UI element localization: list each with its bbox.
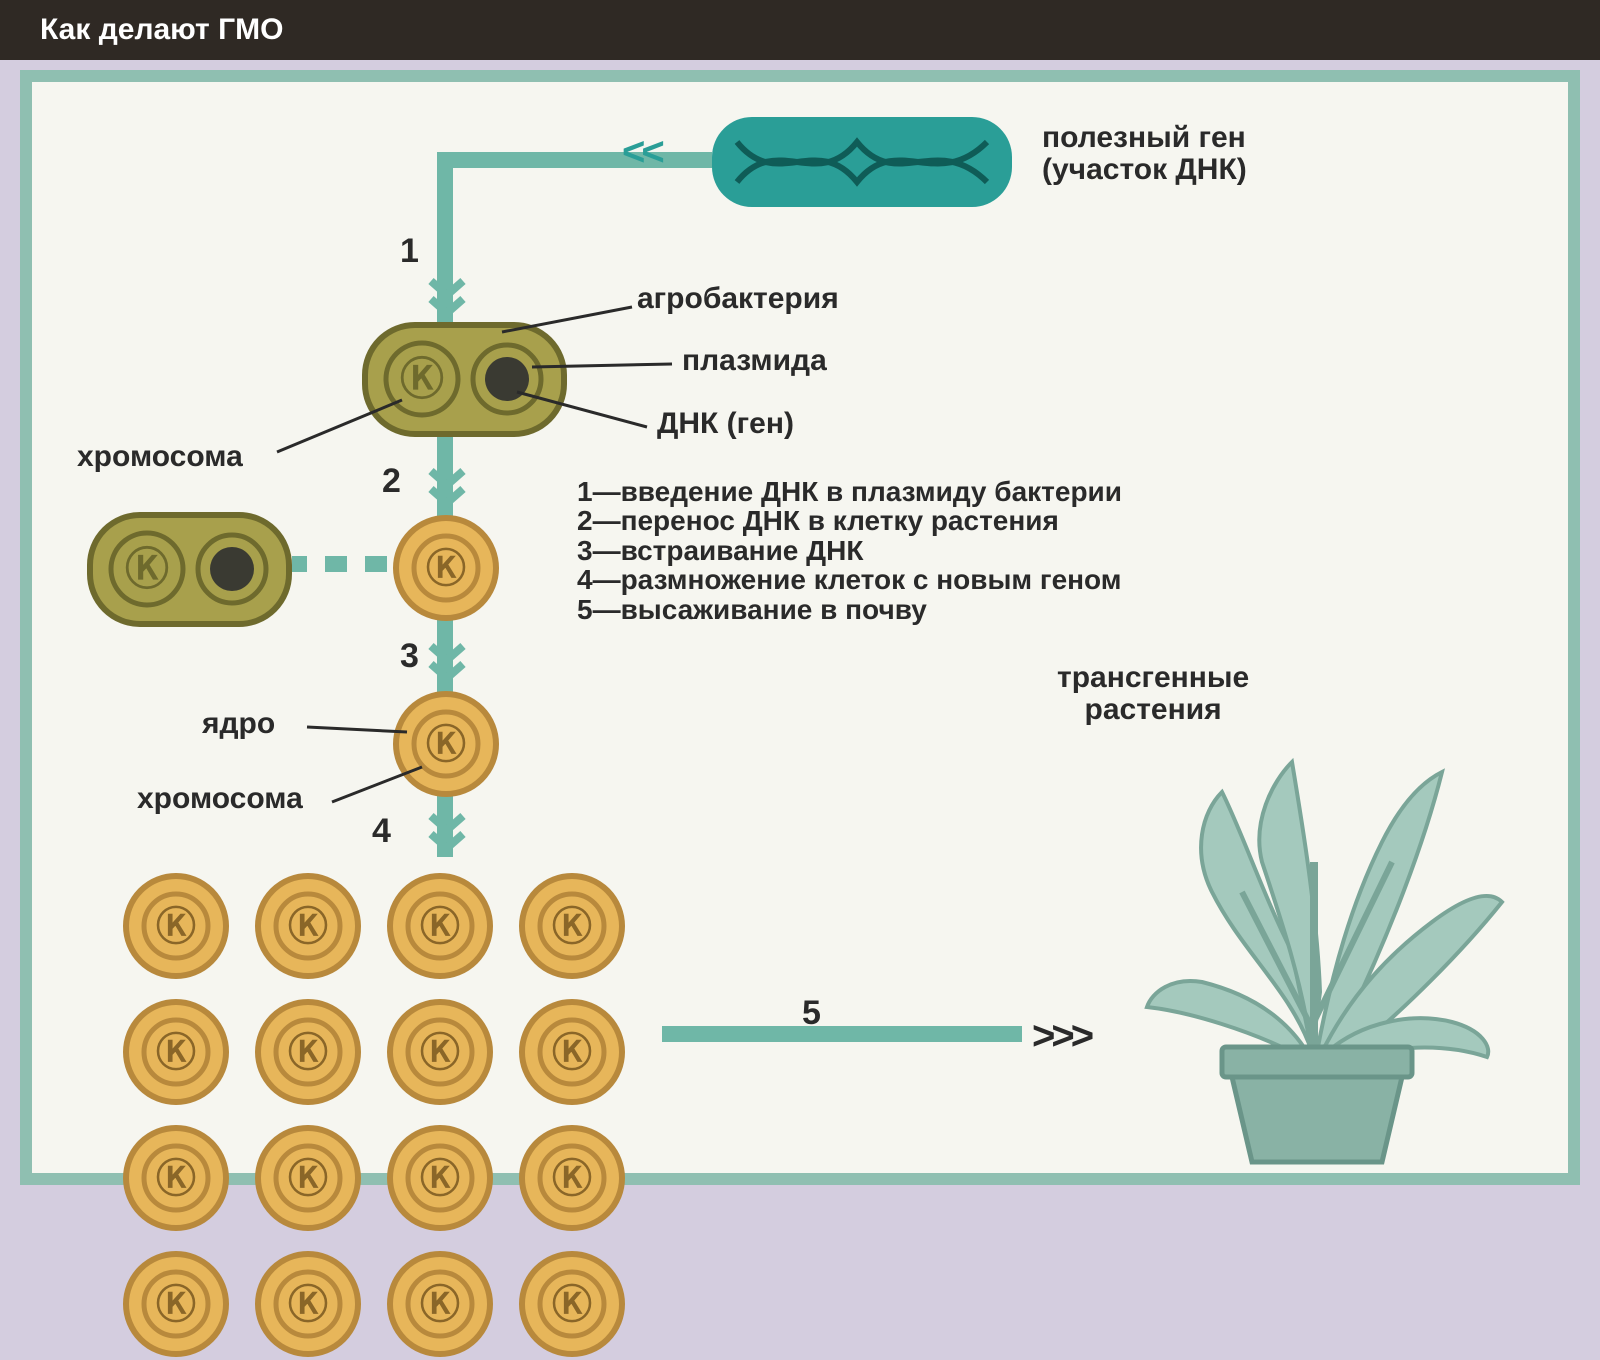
header-title: Как делают ГМО <box>40 13 283 47</box>
svg-text:Ⓚ: Ⓚ <box>552 1282 592 1327</box>
cell-icon: Ⓚ <box>254 1250 362 1358</box>
legend-line-4: 4—размножение клеток с новым геном <box>577 565 1122 594</box>
svg-text:Ⓚ: Ⓚ <box>288 1282 328 1327</box>
cell-icon: Ⓚ <box>386 872 494 980</box>
cell-icon: Ⓚ <box>518 1250 626 1358</box>
cell-icon: Ⓚ <box>518 1124 626 1232</box>
chromosome2-label: хромосома <box>137 782 303 816</box>
cell-icon: Ⓚ <box>122 998 230 1106</box>
svg-text:Ⓚ: Ⓚ <box>420 1282 460 1327</box>
svg-text:Ⓚ: Ⓚ <box>288 1156 328 1201</box>
cell-icon: Ⓚ <box>518 872 626 980</box>
svg-text:Ⓚ: Ⓚ <box>156 904 196 949</box>
diagram-panel: полезный ген (участок ДНК) << 1 2 3 4 5 <box>20 70 1580 1185</box>
cell-icon: Ⓚ <box>122 872 230 980</box>
agrobacterium-label: агробактерия <box>637 282 839 316</box>
plant-icon <box>1092 692 1532 1172</box>
cell-icon: Ⓚ <box>254 872 362 980</box>
svg-text:Ⓚ: Ⓚ <box>156 1156 196 1201</box>
cell-icon: Ⓚ <box>122 1124 230 1232</box>
legend-line-2: 2—перенос ДНК в клетку растения <box>577 506 1122 535</box>
svg-text:Ⓚ: Ⓚ <box>552 1156 592 1201</box>
svg-text:Ⓚ: Ⓚ <box>552 904 592 949</box>
nucleus-label: ядро <box>202 707 275 741</box>
legend-line-5: 5—высаживание в почву <box>577 595 1122 624</box>
cell-grid: Ⓚ Ⓚ Ⓚ Ⓚ Ⓚ Ⓚ Ⓚ Ⓚ Ⓚ Ⓚ Ⓚ Ⓚ Ⓚ Ⓚ Ⓚ Ⓚ <box>122 872 628 1360</box>
transgenic-line1: трансгенные <box>1057 661 1249 694</box>
cell-icon: Ⓚ <box>254 1124 362 1232</box>
svg-text:Ⓚ: Ⓚ <box>156 1282 196 1327</box>
plasmid-label: плазмида <box>682 344 827 378</box>
cell-icon: Ⓚ <box>386 1124 494 1232</box>
legend-line-1: 1—введение ДНК в плазмиду бактерии <box>577 477 1122 506</box>
chromosome-label: хромосома <box>77 440 243 474</box>
svg-text:Ⓚ: Ⓚ <box>420 1156 460 1201</box>
cell-icon: Ⓚ <box>386 998 494 1106</box>
cell-icon: Ⓚ <box>518 998 626 1106</box>
header-bar: Как делают ГМО <box>0 0 1600 60</box>
svg-text:Ⓚ: Ⓚ <box>552 1030 592 1075</box>
cell-icon: Ⓚ <box>122 1250 230 1358</box>
svg-text:Ⓚ: Ⓚ <box>288 1030 328 1075</box>
svg-text:Ⓚ: Ⓚ <box>420 1030 460 1075</box>
legend-line-3: 3—встраивание ДНК <box>577 536 1122 565</box>
dna-gene-label: ДНК (ген) <box>657 407 794 441</box>
cell-icon: Ⓚ <box>254 998 362 1106</box>
svg-text:Ⓚ: Ⓚ <box>288 904 328 949</box>
cell-icon: Ⓚ <box>386 1250 494 1358</box>
legend-block: 1—введение ДНК в плазмиду бактерии 2—пер… <box>577 477 1122 624</box>
svg-text:Ⓚ: Ⓚ <box>420 904 460 949</box>
svg-text:Ⓚ: Ⓚ <box>156 1030 196 1075</box>
